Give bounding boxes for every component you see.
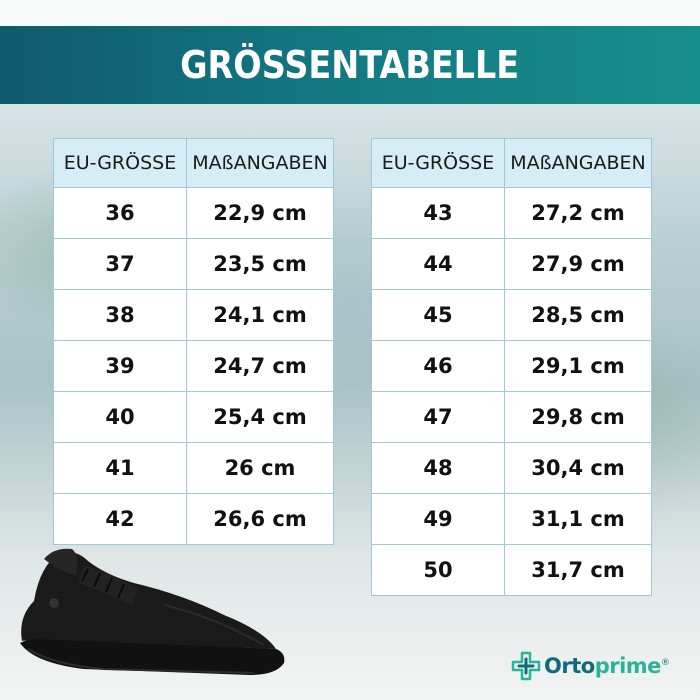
size-table-right: EU-GRÖSSE MAßANGABEN 43 27,2 cm 44 27,9 cm… bbox=[371, 138, 652, 596]
size-table-left: EU-GRÖSSE MAßANGABEN 36 22,9 cm 37 23,5 cm… bbox=[53, 138, 334, 545]
table-header-row: EU-GRÖSSE MAßANGABEN bbox=[53, 138, 334, 188]
eu-size-cell: 36 bbox=[53, 187, 187, 239]
measure-cell: 29,8 cm bbox=[504, 391, 652, 443]
measure-cell: 24,1 cm bbox=[186, 289, 334, 341]
table-row: 43 27,2 cm bbox=[371, 187, 652, 239]
table-row: 39 24,7 cm bbox=[53, 340, 334, 392]
eu-size-cell: 45 bbox=[371, 289, 505, 341]
table-row: 48 30,4 cm bbox=[371, 442, 652, 494]
table-row: 45 28,5 cm bbox=[371, 289, 652, 341]
top-strip bbox=[0, 0, 700, 26]
measure-cell: 26 cm bbox=[186, 442, 334, 494]
table-row: 41 26 cm bbox=[53, 442, 334, 494]
measure-cell: 29,1 cm bbox=[504, 340, 652, 392]
ortoprime-logo: Ortoprime® bbox=[511, 650, 670, 682]
table-header-row: EU-GRÖSSE MAßANGABEN bbox=[371, 138, 652, 188]
measure-cell: 23,5 cm bbox=[186, 238, 334, 290]
table-row: 47 29,8 cm bbox=[371, 391, 652, 443]
eu-size-cell: 38 bbox=[53, 289, 187, 341]
measure-cell: 28,5 cm bbox=[504, 289, 652, 341]
measure-cell: 25,4 cm bbox=[186, 391, 334, 443]
page-title: GRÖSSENTABELLE bbox=[180, 43, 520, 87]
measure-cell: 30,4 cm bbox=[504, 442, 652, 494]
eu-size-cell: 46 bbox=[371, 340, 505, 392]
eu-size-cell: 49 bbox=[371, 493, 505, 545]
title-banner: GRÖSSENTABELLE bbox=[0, 26, 700, 104]
black-sneaker-image bbox=[20, 548, 285, 675]
eu-size-cell: 43 bbox=[371, 187, 505, 239]
brand-name: Ortoprime® bbox=[544, 654, 670, 678]
measure-cell: 22,9 cm bbox=[186, 187, 334, 239]
table-row: 50 31,7 cm bbox=[371, 544, 652, 596]
eu-size-cell: 48 bbox=[371, 442, 505, 494]
eu-size-cell: 37 bbox=[53, 238, 187, 290]
header-eu-size: EU-GRÖSSE bbox=[53, 138, 187, 188]
table-row: 36 22,9 cm bbox=[53, 187, 334, 239]
measure-cell: 27,9 cm bbox=[504, 238, 652, 290]
table-row: 38 24,1 cm bbox=[53, 289, 334, 341]
table-row: 44 27,9 cm bbox=[371, 238, 652, 290]
eu-size-cell: 42 bbox=[53, 493, 187, 545]
table-row: 42 26,6 cm bbox=[53, 493, 334, 545]
measure-cell: 24,7 cm bbox=[186, 340, 334, 392]
eu-size-cell: 50 bbox=[371, 544, 505, 596]
plus-cross-icon bbox=[511, 651, 541, 681]
measure-cell: 31,7 cm bbox=[504, 544, 652, 596]
table-row: 46 29,1 cm bbox=[371, 340, 652, 392]
measure-cell: 27,2 cm bbox=[504, 187, 652, 239]
header-eu-size: EU-GRÖSSE bbox=[371, 138, 505, 188]
eu-size-cell: 44 bbox=[371, 238, 505, 290]
eu-size-cell: 40 bbox=[53, 391, 187, 443]
table-row: 37 23,5 cm bbox=[53, 238, 334, 290]
table-row: 40 25,4 cm bbox=[53, 391, 334, 443]
eu-size-cell: 39 bbox=[53, 340, 187, 392]
header-measure: MAßANGABEN bbox=[186, 138, 334, 188]
measure-cell: 31,1 cm bbox=[504, 493, 652, 545]
measure-cell: 26,6 cm bbox=[186, 493, 334, 545]
eu-size-cell: 47 bbox=[371, 391, 505, 443]
header-measure: MAßANGABEN bbox=[504, 138, 652, 188]
eu-size-cell: 41 bbox=[53, 442, 187, 494]
table-row: 49 31,1 cm bbox=[371, 493, 652, 545]
